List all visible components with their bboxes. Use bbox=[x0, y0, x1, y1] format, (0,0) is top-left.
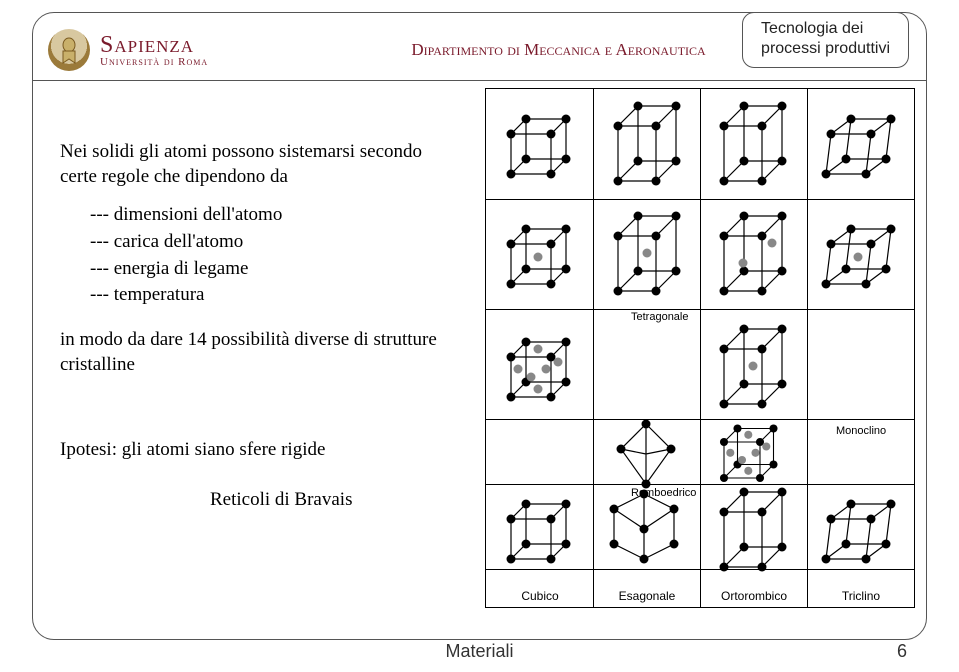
page-number: 6 bbox=[897, 641, 907, 662]
sapienza-seal-icon bbox=[48, 29, 90, 71]
course-title-box: Tecnologia dei processi produttivi bbox=[742, 12, 909, 68]
list-item: --- temperatura bbox=[90, 283, 460, 308]
figure-caption: Reticoli di Bravais bbox=[210, 488, 460, 513]
university-subtitle: Università di Roma bbox=[100, 57, 208, 68]
university-logo: Sapienza Università di Roma bbox=[48, 29, 208, 71]
intro-paragraph: Nei solidi gli atomi possono sistemarsi … bbox=[60, 140, 460, 189]
lattice-diagrams-icon bbox=[486, 89, 916, 609]
column-label: Esagonale bbox=[597, 589, 697, 603]
header-divider bbox=[32, 80, 927, 81]
bravais-lattice-figure: Tetragonale Monoclino Romboedrico Cubico… bbox=[485, 88, 915, 608]
list-item: --- carica dell'atomo bbox=[90, 230, 460, 255]
bullet-list: --- dimensioni dell'atomo --- carica del… bbox=[90, 203, 460, 308]
cell-label: Tetragonale bbox=[631, 311, 689, 323]
column-label: Cubico bbox=[490, 589, 590, 603]
list-item: --- dimensioni dell'atomo bbox=[90, 203, 460, 228]
cell-label: Romboedrico bbox=[631, 487, 696, 499]
university-name: Sapienza bbox=[100, 33, 208, 57]
footer-label: Materiali bbox=[0, 641, 959, 662]
column-label: Triclino bbox=[811, 589, 911, 603]
cell-label: Monoclino bbox=[836, 425, 886, 437]
hypothesis: Ipotesi: gli atomi siano sfere rigide bbox=[60, 438, 460, 463]
result-paragraph: in modo da dare 14 possibilità diverse d… bbox=[60, 328, 460, 377]
column-label: Ortorombico bbox=[704, 589, 804, 603]
body-text: Nei solidi gli atomi possono sistemarsi … bbox=[60, 140, 460, 513]
list-item: --- energia di legame bbox=[90, 257, 460, 282]
